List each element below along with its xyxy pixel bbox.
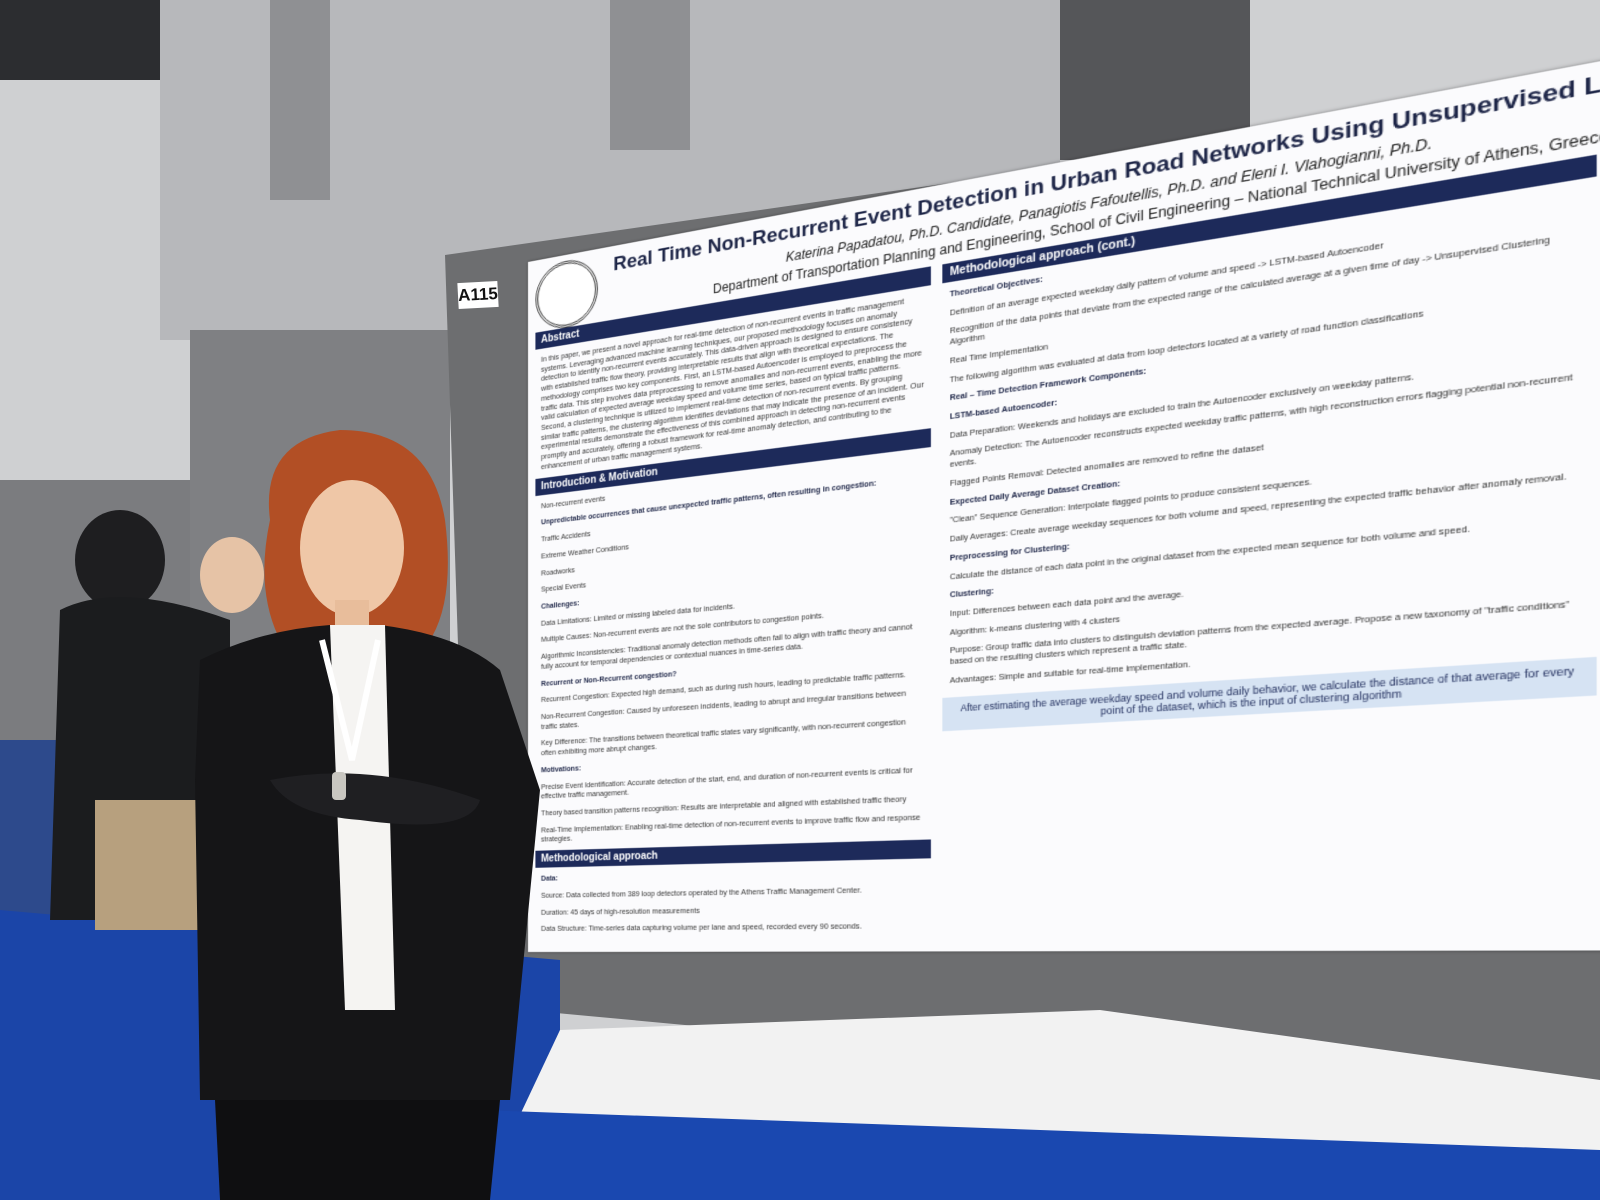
section-text: Duration: 45 days of high-resolution mea…	[541, 905, 700, 917]
poster-column: Abstract In this paper, we present a nove…	[535, 266, 932, 935]
table-skirt	[470, 1110, 1600, 1200]
person-face	[200, 537, 264, 613]
section-text: Real-Time Implementation: Enabling real-…	[541, 811, 921, 845]
callout: After estimating the average weekday spe…	[942, 656, 1598, 731]
booth-label: A115	[457, 280, 499, 310]
section-text: Data:	[541, 873, 558, 883]
section-text: Source: Data collected from 389 loop det…	[541, 884, 862, 900]
section-text: Data Structure: Time-series data capturi…	[541, 921, 862, 934]
poster-column: Methodological approach (cont.) Theoretic…	[942, 154, 1598, 932]
person-trousers	[95, 800, 225, 930]
ceiling	[0, 0, 180, 80]
pillar-recess	[270, 0, 330, 200]
university-logo	[535, 255, 598, 333]
person-head	[75, 510, 165, 610]
section-heading: Methodological approach	[535, 839, 932, 868]
pillar-recess	[610, 0, 690, 150]
